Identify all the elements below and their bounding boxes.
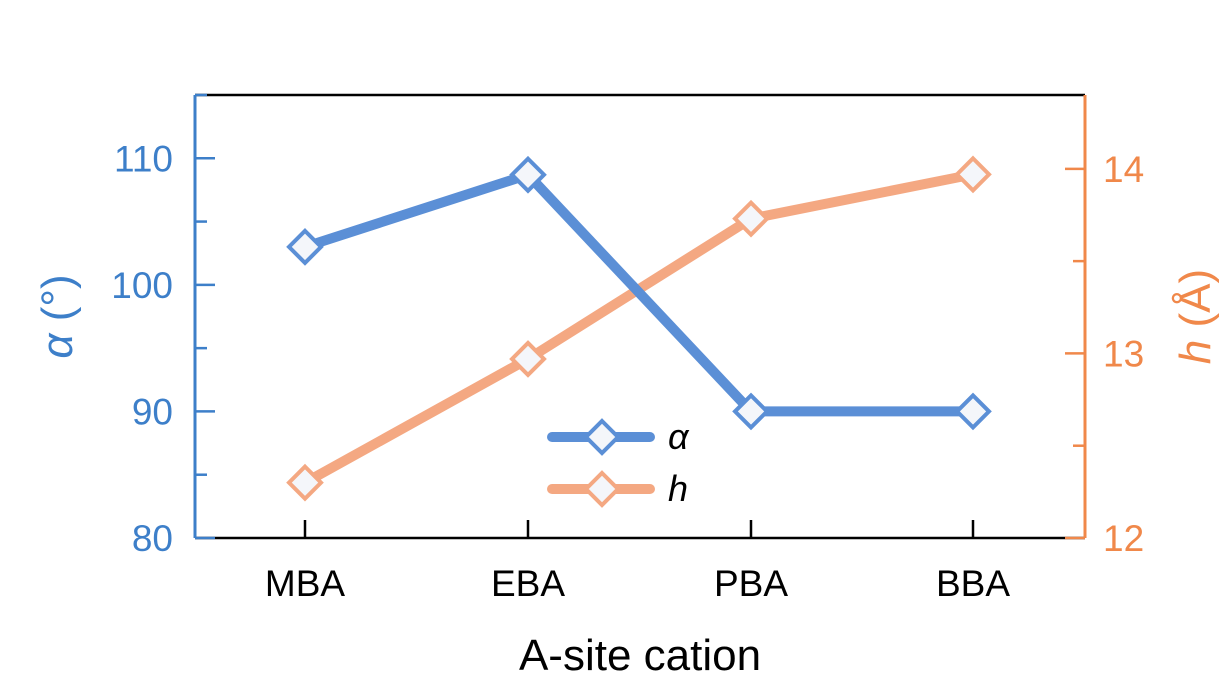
x-tick-label: PBA	[714, 563, 788, 604]
x-tick-label: EBA	[491, 563, 565, 604]
data-point-h	[732, 199, 770, 238]
legend: αh	[547, 416, 690, 509]
x-axis: MBA EBA PBA BBA	[265, 520, 1010, 604]
left-y-axis: 80 90 100 110	[111, 93, 215, 559]
data-point-alpha	[732, 392, 770, 431]
legend-marker	[583, 470, 621, 508]
series-line-alpha	[300, 169, 978, 417]
left-y-axis-symbol: α	[33, 332, 82, 359]
data-point-h	[286, 463, 324, 502]
data-point-h	[509, 340, 547, 378]
left-tick-label: 110	[114, 138, 173, 179]
legend-marker	[583, 418, 621, 456]
left-tick-label: 100	[111, 265, 173, 306]
x-axis-title: A-site cation	[519, 631, 761, 680]
data-point-alpha	[509, 155, 547, 194]
left-tick-label: 80	[132, 518, 173, 559]
left-y-axis-unit: (°)	[33, 274, 82, 333]
x-tick-label: BBA	[936, 563, 1010, 604]
data-point-alpha	[286, 228, 324, 266]
legend-label: α	[668, 416, 690, 457]
right-tick-label: 13	[1103, 333, 1144, 374]
legend-label: h	[668, 468, 688, 509]
right-tick-label: 14	[1103, 149, 1144, 190]
right-y-axis: 12 13 14	[1065, 95, 1144, 559]
series-layer	[286, 155, 992, 502]
right-tick-label: 12	[1103, 518, 1144, 559]
data-point-alpha	[954, 392, 992, 431]
x-tick-label: MBA	[265, 563, 346, 604]
plot-frame	[195, 93, 1085, 540]
left-y-axis-title: α (°)	[33, 274, 82, 358]
right-y-axis-symbol: h	[1171, 340, 1220, 364]
left-tick-label: 90	[132, 391, 173, 432]
right-y-axis-unit: (Å)	[1171, 269, 1220, 340]
data-point-h	[954, 155, 992, 194]
right-y-axis-title: h (Å)	[1171, 269, 1220, 364]
